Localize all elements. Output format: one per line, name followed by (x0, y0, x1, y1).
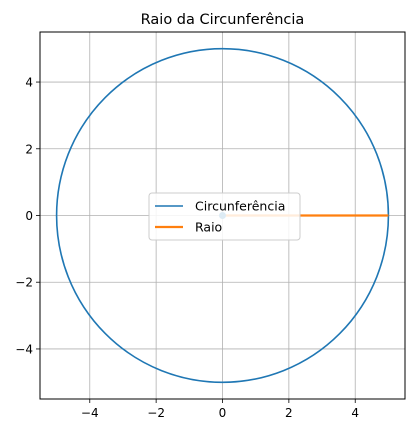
y-tick-label: 4 (25, 76, 33, 90)
chart-title: Raio da Circunferência (141, 12, 305, 28)
legend-label: Raio (195, 220, 222, 235)
y-tick-label: 0 (25, 209, 33, 223)
x-tick-label: 0 (219, 406, 227, 420)
y-tick-label: −2 (15, 276, 33, 290)
legend-label: Circunferência (195, 199, 285, 214)
x-tick-label: 2 (285, 406, 293, 420)
x-tick-label: 4 (351, 406, 359, 420)
x-tick-label: −2 (147, 406, 165, 420)
ticks: −4 −2 0 2 4 −4 −2 0 2 4 (15, 76, 359, 420)
y-tick-label: 2 (25, 142, 33, 156)
y-tick-label: −4 (15, 342, 33, 356)
x-tick-label: −4 (81, 406, 99, 420)
legend-box (148, 192, 301, 241)
legend: Circunferência Raio (148, 192, 301, 241)
